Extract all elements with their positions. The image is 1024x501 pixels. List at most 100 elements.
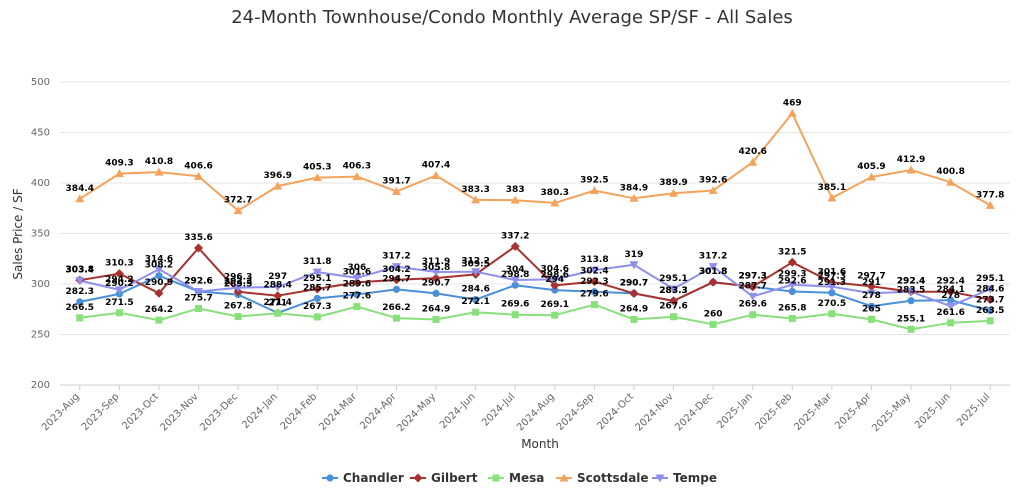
data-label-mesa: 264.2 (145, 305, 173, 315)
data-label-scottsdale: 392.5 (580, 176, 608, 186)
data-label-chandler: 289.6 (343, 280, 371, 290)
data-point-mesa (432, 315, 440, 323)
data-label-gilbert: 303.8 (66, 265, 94, 275)
data-point-tempe (471, 268, 481, 277)
data-point-gilbert (708, 277, 718, 287)
data-point-gilbert (273, 291, 283, 301)
data-point-chandler (867, 302, 876, 310)
data-label-gilbert: 337.2 (501, 231, 529, 241)
data-point-tempe (391, 263, 401, 272)
data-label-mesa: 255.1 (897, 314, 925, 324)
data-label-chandler: 294.7 (382, 274, 410, 284)
grid-lines (60, 81, 1010, 386)
legend-item-chandler[interactable]: Chandler (322, 471, 404, 485)
data-label-mesa: 261.6 (936, 308, 964, 318)
legend-item-scottsdale[interactable]: Scottsdale (556, 471, 649, 485)
data-label-tempe: 292.6 (184, 276, 212, 286)
x-tick-label: 2024-Nov (634, 391, 676, 433)
x-tick-label: 2023-Sep (80, 391, 122, 433)
data-label-mesa: 269.6 (738, 300, 766, 310)
data-point-scottsdale (352, 172, 362, 181)
data-point-scottsdale (154, 167, 164, 176)
data-point-mesa (828, 310, 836, 318)
data-label-chandler: 283.5 (897, 286, 925, 296)
y-tick-label: 450 (31, 128, 50, 139)
data-label-scottsdale: 391.7 (382, 176, 410, 186)
legend-marker-gilbert (413, 473, 423, 483)
data-label-tempe: 295.1 (976, 274, 1004, 284)
data-point-chandler (947, 296, 955, 304)
data-point-mesa (709, 320, 717, 328)
legend-marker-chandler (326, 474, 334, 482)
y-tick-label: 400 (31, 178, 50, 189)
data-label-scottsdale: 383.3 (461, 185, 489, 195)
data-label-tempe: 312.2 (461, 257, 489, 267)
data-point-scottsdale (866, 172, 876, 181)
x-tick-label: 2025-Jul (955, 391, 992, 428)
data-label-gilbert: 301.8 (699, 267, 727, 277)
data-label-tempe: 296.3 (224, 273, 252, 283)
data-point-mesa (630, 315, 638, 323)
data-label-chandler: 285.7 (303, 283, 331, 293)
data-label-tempe: 295.1 (659, 274, 687, 284)
data-point-mesa (511, 311, 519, 319)
data-label-chandler: 298.8 (501, 270, 529, 280)
x-tick-label: 2024-Jul (480, 391, 517, 428)
data-point-gilbert (589, 277, 599, 287)
data-label-scottsdale: 377.8 (976, 190, 1004, 200)
data-label-scottsdale: 372.7 (224, 196, 252, 206)
data-point-scottsdale (906, 165, 916, 174)
legend-item-tempe[interactable]: Tempe (652, 471, 717, 485)
data-label-tempe: 313.8 (580, 255, 608, 265)
data-label-chandler: 308.2 (145, 261, 173, 271)
x-tick-label: 2024-Mar (317, 391, 359, 433)
data-point-mesa (788, 315, 796, 323)
data-label-gilbert: 301.6 (343, 267, 371, 277)
data-point-chandler (986, 306, 994, 315)
data-point-tempe (985, 285, 995, 294)
data-point-scottsdale (629, 193, 639, 202)
data-label-gilbert: 288.4 (263, 281, 291, 291)
data-point-chandler (551, 286, 559, 294)
data-label-chandler: 283.3 (659, 286, 687, 296)
x-tick-label: 2023-Nov (159, 391, 201, 433)
data-label-tempe: 317.2 (699, 252, 727, 262)
data-point-scottsdale (391, 186, 401, 195)
data-point-chandler (76, 298, 84, 306)
y-tick-label: 250 (31, 330, 50, 341)
data-label-chandler: 301.8 (699, 267, 727, 277)
data-label-gilbert: 297.3 (738, 272, 766, 282)
chart-title: 24-Month Townhouse/Condo Monthly Average… (231, 7, 793, 28)
data-label-mesa: 272.1 (461, 297, 489, 307)
legend-label-scottsdale: Scottsdale (577, 471, 649, 485)
x-tick-label: 2024-Aug (515, 391, 557, 433)
data-label-mesa: 275.7 (184, 294, 212, 304)
data-point-gilbert (669, 296, 679, 306)
data-label-mesa: 264.9 (422, 304, 450, 314)
data-label-tempe: 304 (506, 265, 525, 275)
data-point-tempe (312, 268, 322, 277)
data-point-mesa (986, 317, 994, 325)
legend: Chandler Gilbert Mesa Scottsdale Tempe (322, 471, 717, 485)
legend-item-gilbert[interactable]: Gilbert (410, 471, 478, 485)
x-tick-label: 2024-Oct (595, 391, 636, 432)
data-point-chandler (432, 289, 440, 297)
data-point-gilbert (946, 287, 956, 297)
data-point-chandler (392, 285, 401, 293)
data-label-scottsdale: 410.8 (145, 157, 173, 167)
data-label-mesa: 266.5 (66, 303, 94, 313)
data-label-gilbert: 310.3 (105, 259, 133, 269)
data-point-scottsdale (273, 181, 283, 190)
data-point-mesa (670, 313, 678, 321)
data-point-mesa (392, 314, 400, 322)
data-label-tempe: 314.6 (145, 254, 173, 264)
legend-marker-scottsdale (559, 473, 569, 482)
data-point-scottsdale (550, 198, 560, 207)
data-label-mesa: 271 (268, 298, 287, 308)
data-label-mesa: 263.5 (976, 306, 1004, 316)
data-point-chandler (828, 289, 836, 297)
data-point-scottsdale (787, 108, 797, 117)
y-axis-label: Sales Price / SF (11, 188, 25, 279)
legend-item-mesa[interactable]: Mesa (488, 471, 544, 485)
data-label-scottsdale: 383 (506, 185, 525, 195)
